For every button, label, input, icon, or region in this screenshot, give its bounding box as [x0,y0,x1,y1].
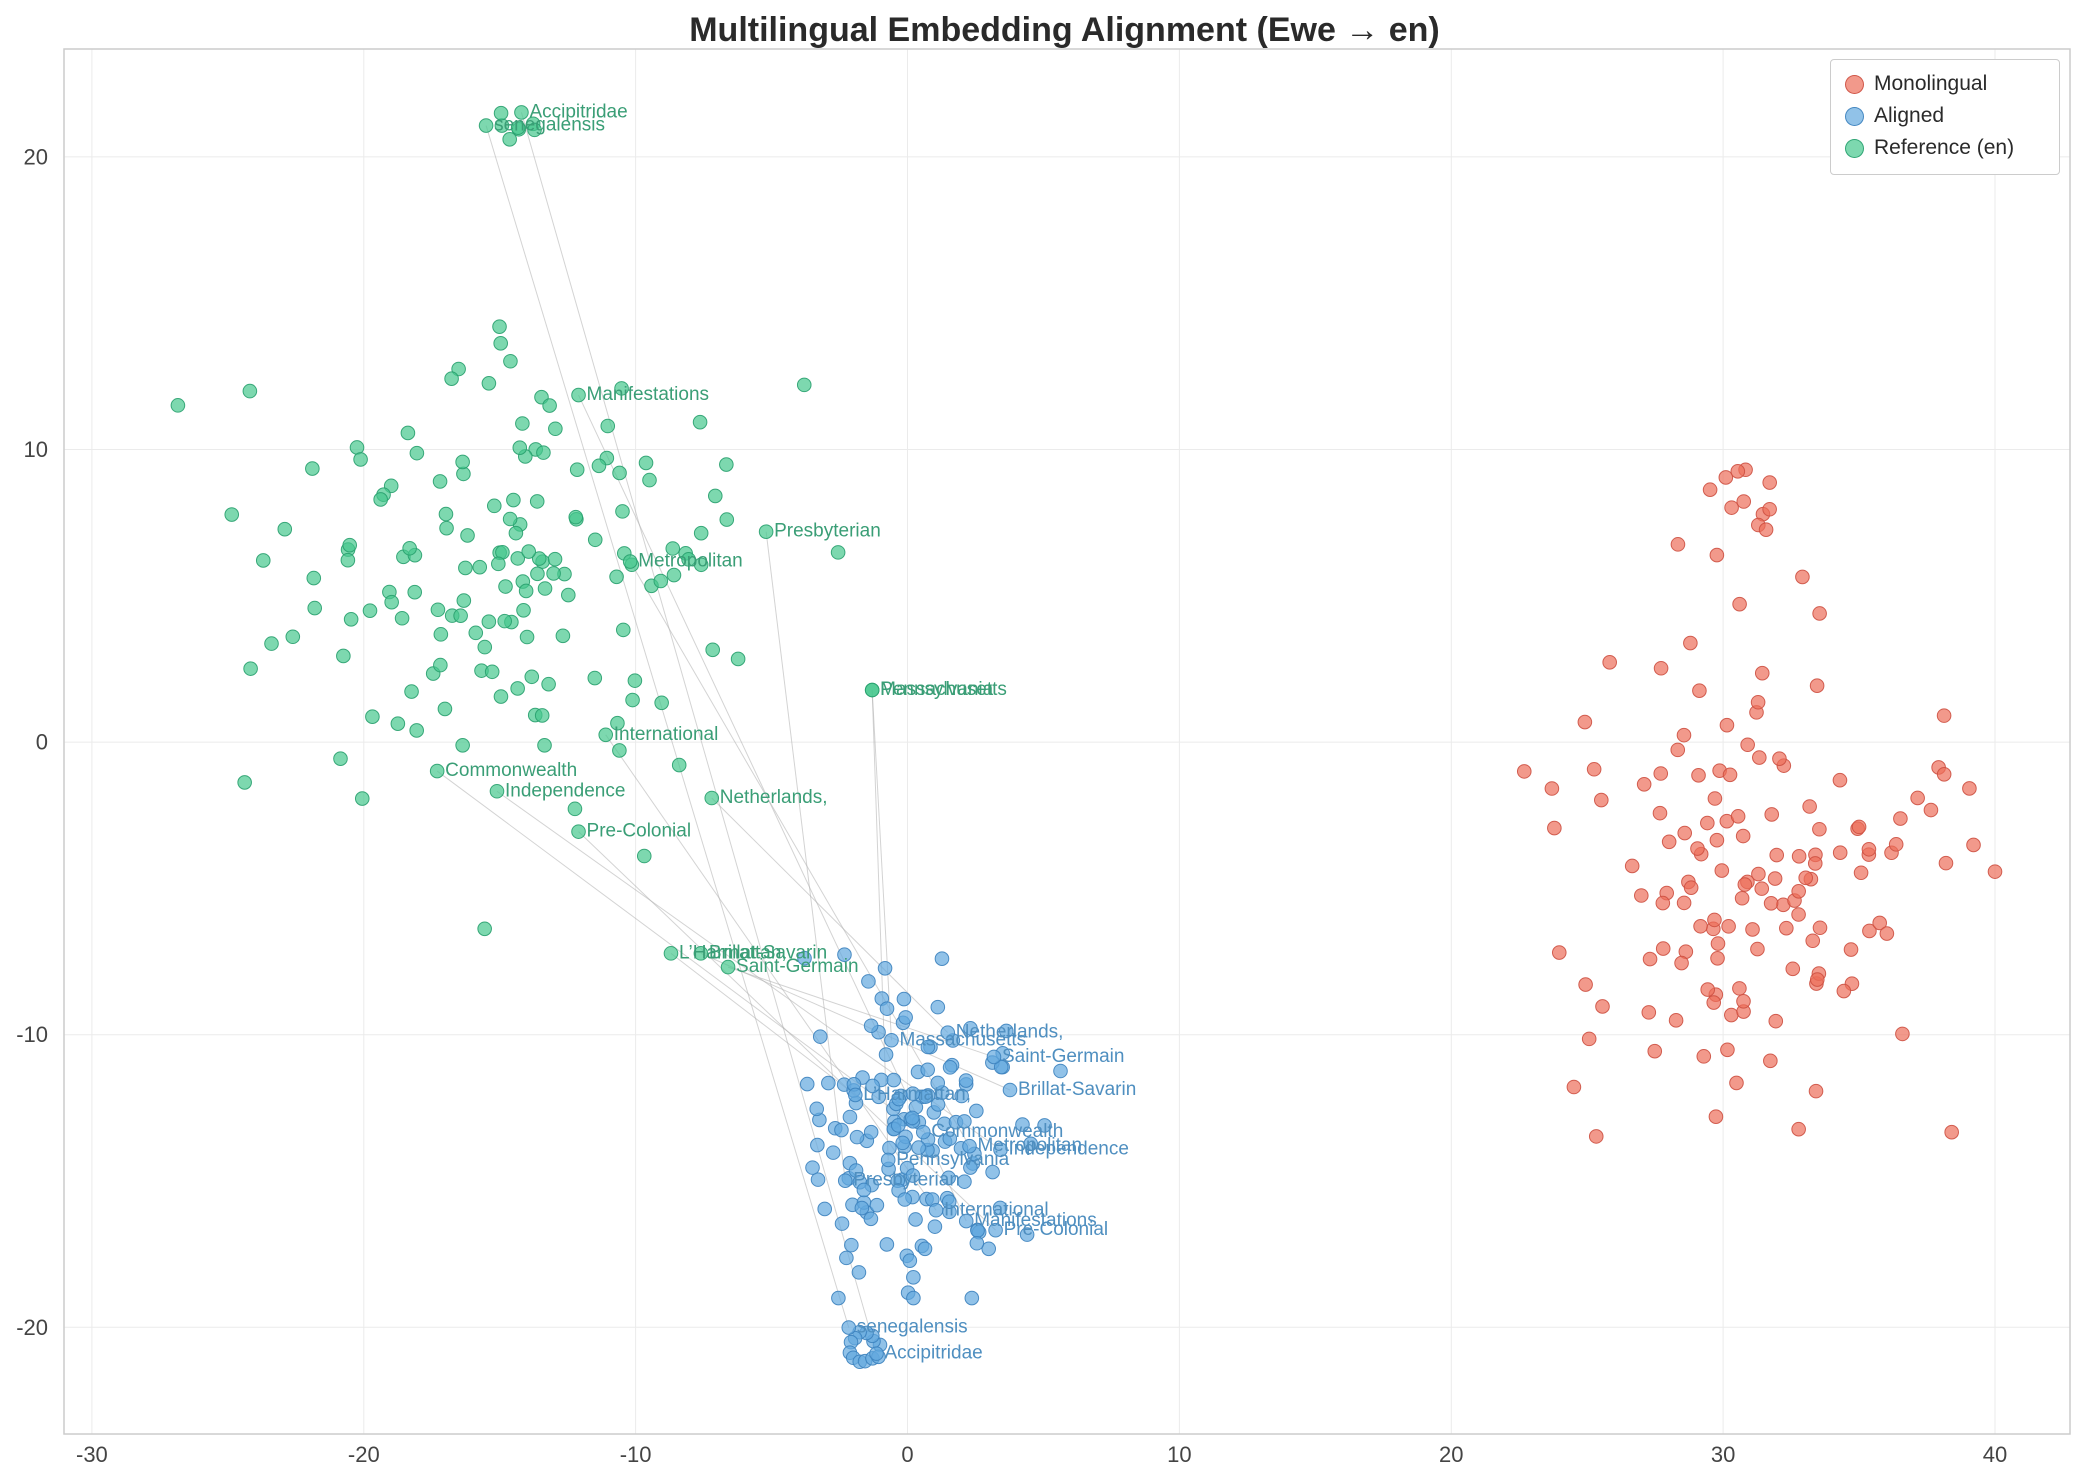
svg-text:Brillat-Savarin: Brillat-Savarin [1018,1079,1136,1100]
svg-text:Accipitridae: Accipitridae [885,1343,983,1364]
svg-text:senegalensis: senegalensis [857,1317,968,1338]
svg-text:20: 20 [24,145,48,170]
svg-text:Netherlands,: Netherlands, [720,787,828,808]
svg-text:Metropolitan: Metropolitan [638,551,743,572]
svg-text:Presbyterian: Presbyterian [774,521,881,542]
svg-text:L’Harmattan,: L’Harmattan, [863,1084,971,1105]
svg-text:10: 10 [1167,1442,1191,1467]
svg-text:0: 0 [36,730,48,755]
svg-text:Independence: Independence [505,780,625,801]
svg-text:10: 10 [24,437,48,462]
svg-text:-10: -10 [16,1022,48,1047]
svg-text:Manifestations: Manifestations [587,384,710,405]
svg-text:20: 20 [1439,1442,1463,1467]
svg-text:Pre-Colonial: Pre-Colonial [1004,1219,1109,1240]
svg-text:-20: -20 [16,1315,48,1340]
svg-text:International: International [944,1199,1049,1220]
svg-text:Netherlands,: Netherlands, [956,1022,1064,1043]
svg-text:Independence: Independence [1008,1139,1128,1160]
svg-text:Saint-Germain: Saint-Germain [736,956,859,977]
svg-text:-10: -10 [620,1442,652,1467]
svg-text:Pennsylvania: Pennsylvania [896,1149,1009,1170]
svg-text:Presbyterian: Presbyterian [853,1170,960,1191]
svg-text:0: 0 [901,1442,913,1467]
svg-text:Massachusetts: Massachusetts [880,679,1007,700]
svg-text:30: 30 [1711,1442,1735,1467]
svg-text:40: 40 [1983,1442,2007,1467]
svg-text:Commonwealth: Commonwealth [445,760,577,781]
svg-text:Pre-Colonial: Pre-Colonial [587,821,692,842]
svg-text:Accipitridae: Accipitridae [529,101,627,122]
svg-text:Saint-Germain: Saint-Germain [1002,1046,1124,1067]
svg-text:-20: -20 [348,1442,380,1467]
svg-text:International: International [614,724,719,745]
svg-text:-30: -30 [76,1442,108,1467]
